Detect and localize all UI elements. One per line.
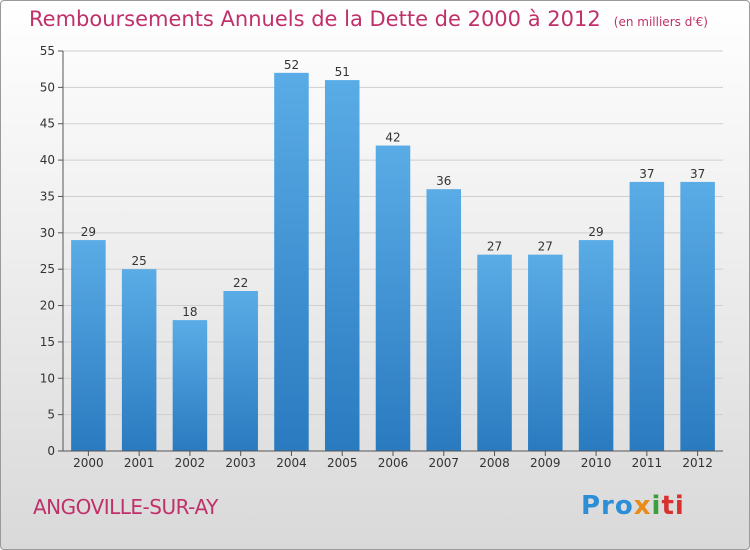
bars <box>71 72 715 452</box>
y-tick-label: 30 <box>40 226 55 240</box>
bar <box>477 254 512 451</box>
y-tick-label: 0 <box>47 444 55 458</box>
x-tick-label: 2005 <box>327 456 358 470</box>
x-tick-label: 2008 <box>479 456 510 470</box>
y-tick-label: 50 <box>40 80 55 94</box>
y-tick-label: 25 <box>40 262 55 276</box>
x-tick-label: 2010 <box>581 456 612 470</box>
bar <box>71 240 106 451</box>
y-tick-label: 5 <box>47 408 55 422</box>
bar <box>629 181 665 451</box>
axes <box>58 50 723 456</box>
bar <box>375 145 411 451</box>
bar-value-label: 25 <box>132 254 147 268</box>
bar-value-label: 27 <box>538 240 553 254</box>
logo-part-1: Pro <box>581 491 634 521</box>
proxiti-logo: Proxiti <box>581 491 685 521</box>
x-tick-label: 2002 <box>175 456 206 470</box>
bar-value-label: 29 <box>81 225 96 239</box>
bar-value-label: 36 <box>436 174 451 188</box>
x-tick-label: 2000 <box>73 456 104 470</box>
commune-name: ANGOVILLE-SUR-AY <box>33 495 218 519</box>
bar-value-label: 37 <box>690 167 705 181</box>
bar <box>274 72 309 452</box>
y-tick-label: 10 <box>40 371 55 385</box>
x-tick-label: 2003 <box>225 456 256 470</box>
bar-value-label: 42 <box>385 131 400 145</box>
bar-value-label: 52 <box>284 58 299 72</box>
logo-part-3: i <box>651 491 662 521</box>
chart-title-unit: (en milliers d'€) <box>613 15 708 29</box>
bar <box>528 254 563 451</box>
bar-value-label: 22 <box>233 276 248 290</box>
bar <box>121 269 157 451</box>
bar <box>172 320 208 451</box>
y-tick-label: 45 <box>40 117 55 131</box>
bar-value-label: 29 <box>588 225 603 239</box>
y-tick-label: 55 <box>40 44 55 58</box>
bar-value-label: 37 <box>639 167 654 181</box>
y-tick-label: 40 <box>40 153 55 167</box>
logo-part-4: ti <box>661 491 685 521</box>
bar <box>223 291 258 451</box>
bar <box>578 240 614 451</box>
x-tick-label: 2011 <box>632 456 663 470</box>
bar <box>324 80 360 451</box>
x-tick-label: 2009 <box>530 456 561 470</box>
x-tick-label: 2006 <box>378 456 409 470</box>
bar-value-label: 18 <box>182 305 197 319</box>
x-tick-label: 2001 <box>124 456 155 470</box>
bar-value-label: 51 <box>335 65 350 79</box>
logo-part-2: x <box>633 491 652 521</box>
bar-value-label: 27 <box>487 240 502 254</box>
y-tick-label: 20 <box>40 299 55 313</box>
y-tick-label: 15 <box>40 335 55 349</box>
labels: 0 5 10 15 20 25 30 35 40 45 50 55 29 2000 25 2001 18 2002… <box>40 44 713 470</box>
x-tick-label: 2012 <box>682 456 713 470</box>
chart-title: Remboursements Annuels de la Dette de 20… <box>29 7 708 31</box>
bar <box>680 181 715 451</box>
x-tick-label: 2004 <box>276 456 307 470</box>
y-tick-label: 35 <box>40 189 55 203</box>
bar <box>426 189 462 451</box>
x-tick-label: 2007 <box>428 456 459 470</box>
chart-title-main: Remboursements Annuels de la Dette de 20… <box>29 7 601 31</box>
